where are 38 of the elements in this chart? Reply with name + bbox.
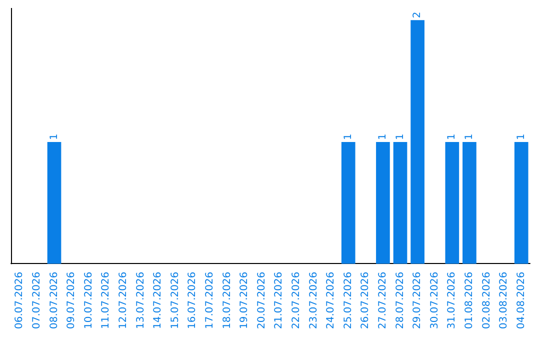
x-tick-label: 14.07.2026 — [152, 272, 164, 330]
x-tick-label: 24.07.2026 — [326, 272, 337, 330]
data-label: 1 — [48, 134, 60, 140]
x-tick-label: 04.08.2026 — [516, 272, 527, 330]
x-tick-label: 28.07.2026 — [394, 272, 406, 330]
x-tick-label: 17.07.2026 — [204, 272, 216, 330]
x-tick-label: 02.08.2026 — [481, 272, 492, 330]
x-tick-label: 23.07.2026 — [308, 272, 320, 330]
x-tick-label: 29.07.2026 — [412, 272, 424, 330]
x-tick-label: 27.07.2026 — [377, 272, 388, 330]
x-tick-label: 08.07.2026 — [48, 272, 60, 330]
x-tick-label: 07.07.2026 — [31, 272, 42, 330]
data-label: 1 — [446, 134, 458, 140]
x-tick-label: 09.07.2026 — [66, 272, 78, 330]
x-tick-label: 22.07.2026 — [290, 272, 302, 330]
x-tick-label: 21.07.2026 — [274, 272, 285, 330]
x-tick-label: 06.07.2026 — [14, 272, 26, 330]
data-label: 1 — [377, 134, 388, 140]
x-tick-label: 10.07.2026 — [83, 272, 94, 330]
x-tick-label: 13.07.2026 — [135, 272, 146, 330]
data-label: 1 — [516, 134, 527, 140]
data-label: 2 — [412, 12, 424, 18]
x-tick-label: 03.08.2026 — [498, 272, 510, 330]
x-tick-label: 16.07.2026 — [187, 272, 198, 330]
x-tick-label: 30.07.2026 — [429, 272, 440, 330]
x-tick-label: 31.07.2026 — [446, 272, 458, 330]
x-tick-label: 01.08.2026 — [464, 272, 475, 330]
data-label: 1 — [464, 134, 475, 140]
x-tick-label: 19.07.2026 — [239, 272, 250, 330]
x-tick-label: 12.07.2026 — [118, 272, 129, 330]
data-label: 1 — [394, 134, 406, 140]
x-tick-label: 18.07.2026 — [222, 272, 233, 330]
data-label: 1 — [342, 134, 354, 140]
x-tick-label: 11.07.2026 — [100, 272, 112, 330]
x-tick-label: 20.07.2026 — [256, 272, 268, 330]
x-tick-label: 15.07.2026 — [170, 272, 181, 330]
x-tick-label: 26.07.2026 — [360, 272, 372, 330]
x-tick-label: 25.07.2026 — [342, 272, 354, 330]
